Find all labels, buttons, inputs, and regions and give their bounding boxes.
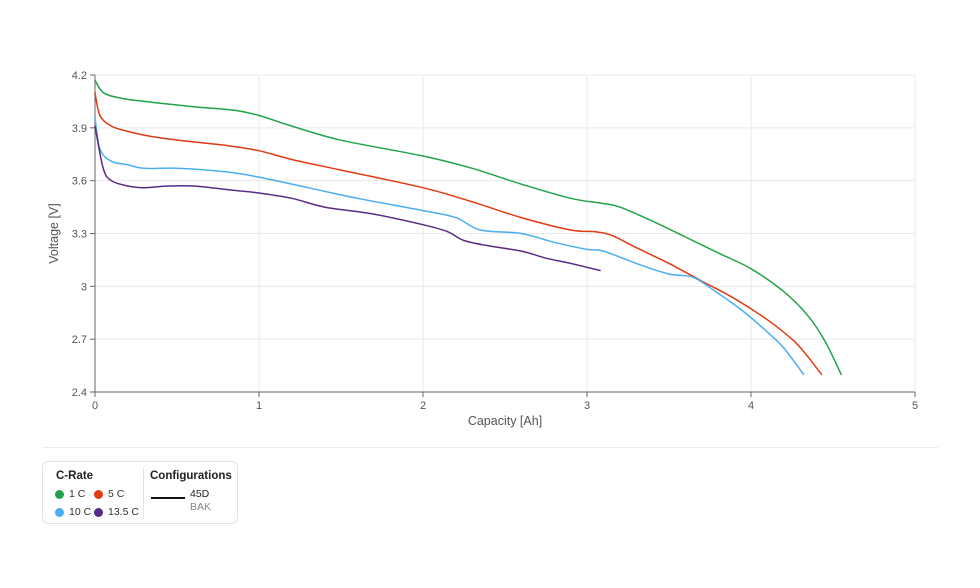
- x-tick-label: 3: [584, 400, 590, 412]
- y-tick-label: 2.7: [72, 334, 87, 346]
- legend-item-5-c[interactable]: 5 C: [94, 488, 124, 500]
- x-tick-label: 5: [912, 400, 918, 412]
- series-line-10-c[interactable]: [94, 116, 805, 376]
- configuration-line-swatch: [151, 497, 185, 499]
- tick-labels: 0 1 2 3 4 5 2.4 2.7 3 3.3 3.6 3.9 4.2: [72, 70, 918, 412]
- series-line-13-5-c[interactable]: [94, 125, 601, 272]
- legend-label: 13.5 C: [108, 506, 139, 518]
- legend-item-1-c[interactable]: 1 C: [55, 488, 85, 500]
- series-line-5-c[interactable]: [94, 91, 823, 376]
- legend-divider: [42, 447, 938, 448]
- series-group: [94, 79, 842, 376]
- x-tick-label: 1: [256, 400, 262, 412]
- y-tick-label: 2.4: [72, 387, 87, 399]
- y-tick-label: 3.3: [72, 229, 87, 241]
- y-axis-title: Voltage [V]: [47, 203, 61, 263]
- y-tick-label: 3.9: [72, 123, 87, 135]
- configuration-name[interactable]: 45D: [190, 488, 210, 500]
- legend-dot-5-c: [94, 489, 103, 499]
- legend-label: 10 C: [69, 506, 92, 518]
- x-tick-label: 0: [92, 400, 98, 412]
- legend-item-10-c[interactable]: 10 C: [55, 506, 91, 518]
- legend-dot-10-c: [55, 507, 64, 517]
- x-axis-title: Capacity [Ah]: [468, 414, 542, 428]
- x-tick-label: 2: [420, 400, 426, 412]
- configurations-legend-title: Configurations: [150, 470, 232, 482]
- legend-separator: [143, 467, 144, 519]
- y-tick-label: 3: [81, 281, 87, 293]
- axes: [90, 74, 916, 397]
- y-tick-label: 4.2: [72, 70, 87, 82]
- legend-dot-13-5-c: [94, 507, 103, 517]
- configuration-manufacturer: BAK: [190, 501, 212, 513]
- chart: 0 1 2 3 4 52.42.733.33.63.94.2 Capacity [Ah] …: [47, 70, 918, 428]
- crate-legend-title: C-Rate: [56, 470, 94, 482]
- grid: [95, 74, 916, 392]
- series-line-1-c[interactable]: [94, 79, 842, 376]
- legend-label: 1 C: [69, 488, 86, 500]
- legend: C-Rate 1 C 5 C 10 C 13.5 C Configurations 4…: [42, 461, 238, 524]
- legend-item-13-5-c[interactable]: 13.5 C: [94, 506, 139, 518]
- legend-dot-1-c: [55, 489, 64, 499]
- x-tick-label: 4: [748, 400, 754, 412]
- legend-label: 5 C: [108, 488, 125, 500]
- y-tick-label: 3.6: [72, 176, 87, 188]
